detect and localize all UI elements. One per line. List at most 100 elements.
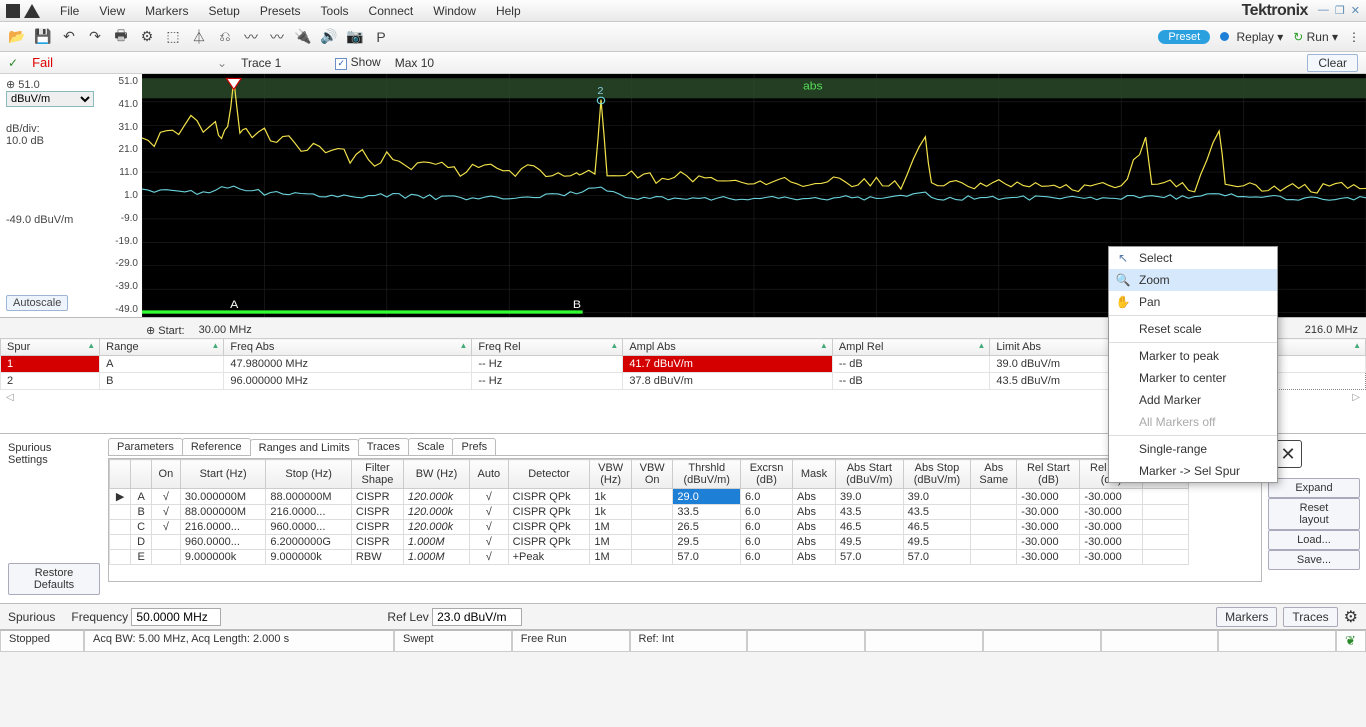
side-expand[interactable]: Expand <box>1268 478 1360 498</box>
freq-input[interactable] <box>131 608 221 626</box>
start-value[interactable]: 30.00 MHz <box>199 324 252 337</box>
rng-col[interactable]: Rel Start(dB) <box>1017 460 1080 489</box>
tune-icon[interactable]: 〰 <box>266 26 288 48</box>
side-reset-layout[interactable]: Resetlayout <box>1268 498 1360 530</box>
rng-col[interactable]: VBWOn <box>631 460 673 489</box>
close-icon[interactable]: ✕ <box>1351 4 1360 17</box>
show-checkbox[interactable]: ✓ <box>335 58 347 70</box>
menu-view[interactable]: View <box>89 2 135 20</box>
col-ampl-rel[interactable]: Ampl Rel▲ <box>832 339 990 356</box>
minimize-icon[interactable]: — <box>1318 4 1329 17</box>
rng-col[interactable]: Start (Hz) <box>180 460 266 489</box>
clear-button[interactable]: Clear <box>1307 54 1358 72</box>
save-icon[interactable]: 💾 <box>32 26 54 48</box>
range-row[interactable]: D960.0000...6.2000000GCISPR1.000M√CISPR … <box>110 535 1189 550</box>
print-icon[interactable]: 🖶 <box>110 26 132 48</box>
audio-icon[interactable]: 🔊 <box>318 26 340 48</box>
ref-level-value[interactable]: 51.0 <box>18 79 39 91</box>
tab-reference[interactable]: Reference <box>182 438 251 455</box>
col-ampl-abs[interactable]: Ampl Abs▲ <box>623 339 833 356</box>
rng-col[interactable]: Mask <box>793 460 836 489</box>
open-icon[interactable]: 📂 <box>6 26 28 48</box>
scroll-left-icon[interactable]: ◁ <box>6 392 14 403</box>
ctx-reset-scale[interactable]: Reset scale <box>1109 318 1277 340</box>
menu-help[interactable]: Help <box>486 2 531 20</box>
rng-col[interactable]: VBW(Hz) <box>590 460 632 489</box>
settings-gear-icon[interactable]: ⚙ <box>1344 607 1358 627</box>
col-spur[interactable]: Spur▲ <box>1 339 100 356</box>
rng-col[interactable]: On <box>151 460 180 489</box>
menu-connect[interactable]: Connect <box>359 2 424 20</box>
ranges-table[interactable]: OnStart (Hz)Stop (Hz)FilterShapeBW (Hz)A… <box>108 458 1262 582</box>
menu-presets[interactable]: Presets <box>250 2 311 20</box>
tab-prefs[interactable]: Prefs <box>452 438 496 455</box>
ctx-single-range[interactable]: Single-range <box>1109 438 1277 460</box>
trace-chevron-icon[interactable]: ⌄ <box>217 56 227 70</box>
side-load-[interactable]: Load... <box>1268 530 1360 550</box>
tab-ranges-and-limits[interactable]: Ranges and Limits <box>250 439 359 456</box>
rng-col[interactable]: Detector <box>508 460 590 489</box>
autoscale-button[interactable]: Autoscale <box>6 295 68 311</box>
rng-col[interactable]: Abs Stop(dBuV/m) <box>903 460 971 489</box>
marker-next-icon[interactable]: ⎌ <box>214 26 236 48</box>
restore-defaults-button[interactable]: RestoreDefaults <box>8 563 100 595</box>
ctx-marker-to-peak[interactable]: Marker to peak <box>1109 345 1277 367</box>
col-range[interactable]: Range▲ <box>100 339 224 356</box>
trace-label[interactable]: Trace 1 <box>241 56 281 70</box>
marker-pk-icon[interactable]: ⏃ <box>188 26 210 48</box>
rng-col[interactable]: Auto <box>470 460 509 489</box>
col-freq-abs[interactable]: Freq Abs▲ <box>224 339 472 356</box>
ctx-select[interactable]: ↖Select <box>1109 247 1277 269</box>
col-freq-rel[interactable]: Freq Rel▲ <box>472 339 623 356</box>
rng-col[interactable]: BW (Hz) <box>403 460 469 489</box>
ctx-pan[interactable]: ✋Pan <box>1109 291 1277 313</box>
menu-setup[interactable]: Setup <box>198 2 249 20</box>
range-row[interactable]: C√216.0000...960.0000...CISPR120.000k√CI… <box>110 520 1189 535</box>
range-row[interactable]: B√88.000000M216.0000...CISPR120.000k√CIS… <box>110 505 1189 520</box>
more-icon[interactable]: ⋮ <box>1348 30 1360 44</box>
ctx-marker-to-center[interactable]: Marker to center <box>1109 367 1277 389</box>
menu-markers[interactable]: Markers <box>135 2 198 20</box>
ctx-zoom[interactable]: 🔍Zoom <box>1109 269 1277 291</box>
traces-button[interactable]: Traces <box>1283 607 1337 627</box>
close-panel-button[interactable]: ✕ <box>1274 440 1302 468</box>
rng-col[interactable]: Thrshld(dBuV/m) <box>673 460 741 489</box>
dbdiv-value[interactable]: 10.0 dB <box>6 135 94 147</box>
ctx-all-markers-off: All Markers off <box>1109 411 1277 433</box>
rng-col[interactable]: Abs Start(dBuV/m) <box>836 460 904 489</box>
marker-ctr-icon[interactable]: 〰 <box>240 26 262 48</box>
tab-scale[interactable]: Scale <box>408 438 454 455</box>
menu-tools[interactable]: Tools <box>311 2 359 20</box>
rng-col[interactable] <box>110 460 131 489</box>
rng-col[interactable]: Excrsn(dB) <box>741 460 793 489</box>
redo-icon[interactable]: ↷ <box>84 26 106 48</box>
tab-parameters[interactable]: Parameters <box>108 438 183 455</box>
rng-col[interactable]: FilterShape <box>351 460 403 489</box>
range-row[interactable]: ▶A√30.000000M88.000000MCISPR120.000k√CIS… <box>110 489 1189 505</box>
ctx-marker-sel-spur[interactable]: Marker -> Sel Spur <box>1109 460 1277 482</box>
ref-unit-select[interactable]: dBuV/m <box>6 91 94 107</box>
plug-icon[interactable]: 🔌 <box>292 26 314 48</box>
rng-col[interactable] <box>131 460 152 489</box>
menu-file[interactable]: File <box>50 2 89 20</box>
run-button[interactable]: ↻ Run ▾ <box>1293 30 1338 44</box>
gear-icon[interactable]: ⚙ <box>136 26 158 48</box>
ctx-add-marker[interactable]: Add Marker <box>1109 389 1277 411</box>
range-row[interactable]: E9.000000k9.000000kRBW1.000M√+Peak1M57.0… <box>110 550 1189 565</box>
preset-button[interactable]: Preset <box>1158 30 1210 44</box>
side-save-[interactable]: Save... <box>1268 550 1360 570</box>
scroll-right-icon[interactable]: ▷ <box>1352 392 1360 403</box>
p-icon[interactable]: P <box>370 26 392 48</box>
cam-icon[interactable]: 📷 <box>344 26 366 48</box>
maximize-icon[interactable]: ❐ <box>1335 4 1345 17</box>
stop-value[interactable]: 216.0 MHz <box>1305 324 1358 337</box>
menu-window[interactable]: Window <box>423 2 486 20</box>
replay-button[interactable]: Replay ▾ <box>1220 30 1283 44</box>
undo-icon[interactable]: ↶ <box>58 26 80 48</box>
tab-traces[interactable]: Traces <box>358 438 409 455</box>
markers-button[interactable]: Markers <box>1216 607 1277 627</box>
rng-col[interactable]: Stop (Hz) <box>266 460 352 489</box>
rng-col[interactable]: AbsSame <box>971 460 1017 489</box>
reflev-input[interactable] <box>432 608 522 626</box>
marker-a-icon[interactable]: ⬚ <box>162 26 184 48</box>
